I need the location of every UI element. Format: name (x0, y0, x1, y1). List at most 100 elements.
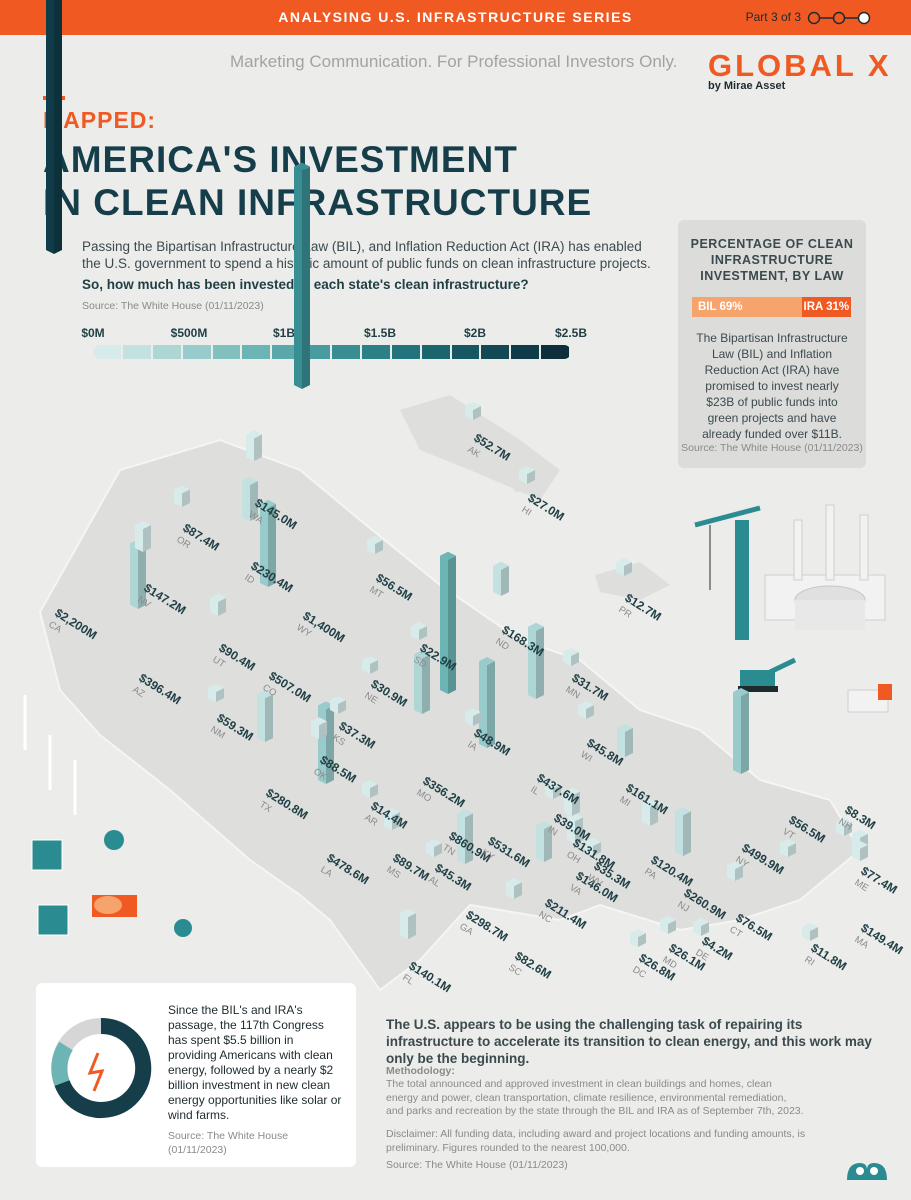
bar-top (852, 840, 868, 849)
bar-face (852, 844, 860, 861)
methodology-heading: Methodology: (386, 1065, 455, 1077)
bar-side (473, 712, 481, 726)
state-bar-wv (585, 838, 601, 856)
bar-side (735, 865, 743, 881)
bar-face (46, 0, 54, 254)
state-bar-de (693, 918, 709, 936)
bar-side (326, 705, 334, 784)
legend-swatch (541, 345, 569, 359)
bar-side (625, 727, 633, 757)
bar-top (545, 781, 561, 789)
legend-tick: $500M (170, 326, 208, 340)
bar-face (578, 705, 586, 719)
bar-face (174, 489, 182, 507)
bar-top (733, 688, 749, 697)
marketing-disclaimer: Marketing Communication. For Professiona… (230, 52, 678, 71)
bar-top (246, 430, 262, 439)
bar-side (741, 692, 749, 774)
law-split-bar: BIL 69% IRA 31% (692, 297, 851, 317)
legend-gradient-bar (93, 345, 571, 359)
bar-side (422, 654, 430, 714)
bar-top (457, 809, 473, 818)
bar-side (593, 842, 601, 856)
state-bar-in (545, 781, 561, 799)
bar-face (330, 700, 338, 714)
bar-face (426, 843, 434, 857)
bar-face (506, 882, 514, 899)
state-bar-mi (617, 723, 633, 757)
state-bar-fl (400, 909, 416, 939)
bar-side (338, 700, 346, 714)
legend-swatch (93, 345, 121, 359)
bar-face (400, 913, 408, 939)
bar-side (810, 927, 818, 941)
bar-face (617, 727, 625, 757)
bar-side (268, 503, 276, 587)
bar-face (414, 654, 422, 714)
bar-top (465, 708, 481, 716)
bar-side (683, 811, 691, 856)
bar-face (457, 813, 465, 864)
bar-face (836, 822, 844, 836)
legend-swatch (212, 345, 241, 359)
bar-face (210, 597, 218, 616)
state-bar-oh (564, 787, 580, 816)
state-bar-nv (135, 521, 151, 552)
legend-tick: $2B (463, 326, 487, 340)
state-bar-ga (457, 809, 473, 864)
bar-top (174, 485, 190, 494)
bar-top (780, 839, 796, 847)
bar-face (257, 694, 265, 742)
bar-face (465, 406, 473, 420)
intro-text: Passing the Bipartisan Infrastructure La… (82, 239, 651, 271)
state-code-label: NJ (675, 899, 691, 915)
state-bar-ny (733, 688, 749, 774)
bar-side (487, 661, 495, 748)
bar-side (434, 843, 442, 857)
wind-turbine-icon (23, 695, 77, 815)
bar-top (836, 818, 852, 826)
percentage-box: PERCENTAGE OF CLEAN INFRASTRUCTURE INVES… (678, 220, 866, 468)
bar-side (408, 913, 416, 939)
bar-side (544, 825, 552, 862)
bar-side (182, 489, 190, 507)
bar-top (563, 648, 579, 656)
state-bar-sc (506, 878, 522, 899)
legend-swatch (152, 345, 181, 359)
legend-swatch (361, 345, 390, 359)
bar-top (675, 807, 691, 816)
data-disclaimer: Disclaimer: All funding data, including … (386, 1128, 806, 1154)
truck-icon (847, 684, 892, 713)
bar-face (630, 933, 638, 947)
bar-side (553, 785, 561, 799)
state-bar-ak (465, 402, 481, 420)
bar-top (260, 499, 276, 508)
legend-swatch (391, 345, 420, 359)
state-bar-nm (208, 684, 224, 702)
state-code-label: HI (519, 504, 533, 518)
bar-top (411, 622, 427, 630)
series-title: ANALYSING U.S. INFRASTRUCTURE SERIES (278, 9, 633, 25)
bar-top (294, 162, 310, 171)
bar-side (392, 812, 400, 830)
footer-source: Source: The White House (01/11/2023) (386, 1159, 568, 1171)
bar-top (493, 561, 509, 570)
state-code-label: MI (617, 794, 632, 809)
bar-face (465, 712, 473, 726)
bar-top (208, 684, 224, 692)
state-bar-or (174, 485, 190, 507)
legend-swatch (511, 345, 540, 359)
spending-info-text: Since the BIL's and IRA's passage, the 1… (168, 1003, 342, 1122)
bar-face (660, 920, 668, 934)
bar-side (254, 434, 262, 461)
bar-top (242, 477, 258, 486)
brand-mark-icon (847, 1163, 887, 1180)
bar-top (630, 929, 646, 937)
state-bar-ks (330, 696, 346, 714)
state-bar-vt (780, 839, 796, 857)
bar-side (319, 721, 327, 739)
bar-face (362, 784, 370, 798)
bar-top (727, 861, 743, 870)
bar-top (617, 723, 633, 732)
bar-top (528, 622, 544, 631)
